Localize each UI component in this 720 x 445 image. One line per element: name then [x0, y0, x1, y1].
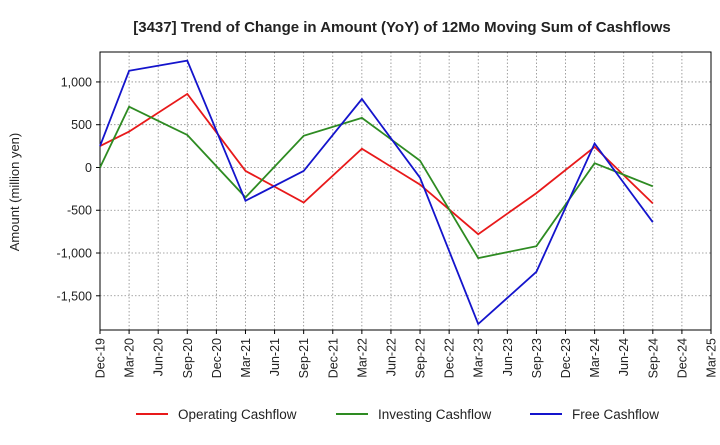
y-tick-label: -1,500 [57, 289, 92, 303]
x-tick-label: Sep-24 [646, 338, 660, 378]
legend-label: Free Cashflow [572, 407, 659, 422]
x-tick-label: Sep-23 [530, 338, 544, 378]
x-tick-label: Jun-21 [268, 338, 282, 376]
series-line [99, 105, 654, 260]
x-tick-label: Mar-25 [705, 338, 719, 378]
x-tick-label: Sep-21 [297, 338, 311, 378]
x-tick-label: Dec-19 [94, 338, 108, 378]
x-tick-label: Dec-20 [210, 338, 224, 378]
x-tick-label: Mar-20 [123, 338, 137, 378]
x-tick-label: Dec-24 [675, 338, 689, 378]
chart-title: [3437] Trend of Change in Amount (YoY) o… [133, 19, 671, 36]
x-tick-label: Dec-21 [326, 338, 340, 378]
y-axis-label: Amount (million yen) [7, 133, 22, 252]
x-tick-label: Jun-22 [384, 338, 398, 376]
x-tick-label: Mar-23 [472, 338, 486, 378]
x-tick-label: Sep-22 [414, 338, 428, 378]
x-tick-label: Jun-24 [617, 338, 631, 376]
plot-area [99, 51, 712, 331]
x-tick-label: Jun-23 [501, 338, 515, 376]
legend-label: Investing Cashflow [378, 407, 492, 422]
y-tick-label: 0 [85, 161, 92, 175]
x-tick-label: Mar-22 [355, 338, 369, 378]
x-tick-label: Mar-24 [588, 338, 602, 378]
x-tick-label: Sep-20 [181, 338, 195, 378]
y-tick-label: 500 [71, 118, 92, 132]
series-layer [99, 59, 654, 326]
x-tick-label: Jun-20 [152, 338, 166, 376]
y-tick-label: -500 [67, 204, 92, 218]
y-tick-label: -1,000 [57, 247, 92, 261]
series-line [99, 92, 654, 236]
x-axis-ticks: Dec-19 Mar-20 Jun-20 Sep-20 Dec-20 Mar-21 Jun-… [94, 330, 719, 378]
legend: Operating Cashflow Investing Cashflow Free… [136, 407, 659, 422]
x-tick-label: Dec-22 [443, 338, 457, 378]
y-axis-ticks: 1,000 500 0 -500 -1,000 -1,500 [57, 75, 100, 303]
legend-label: Operating Cashflow [178, 407, 297, 422]
x-tick-label: Dec-23 [559, 338, 573, 378]
y-tick-label: 1,000 [61, 75, 92, 89]
x-tick-label: Mar-21 [239, 338, 253, 378]
grid-layer [100, 52, 711, 330]
series-line [99, 59, 654, 326]
